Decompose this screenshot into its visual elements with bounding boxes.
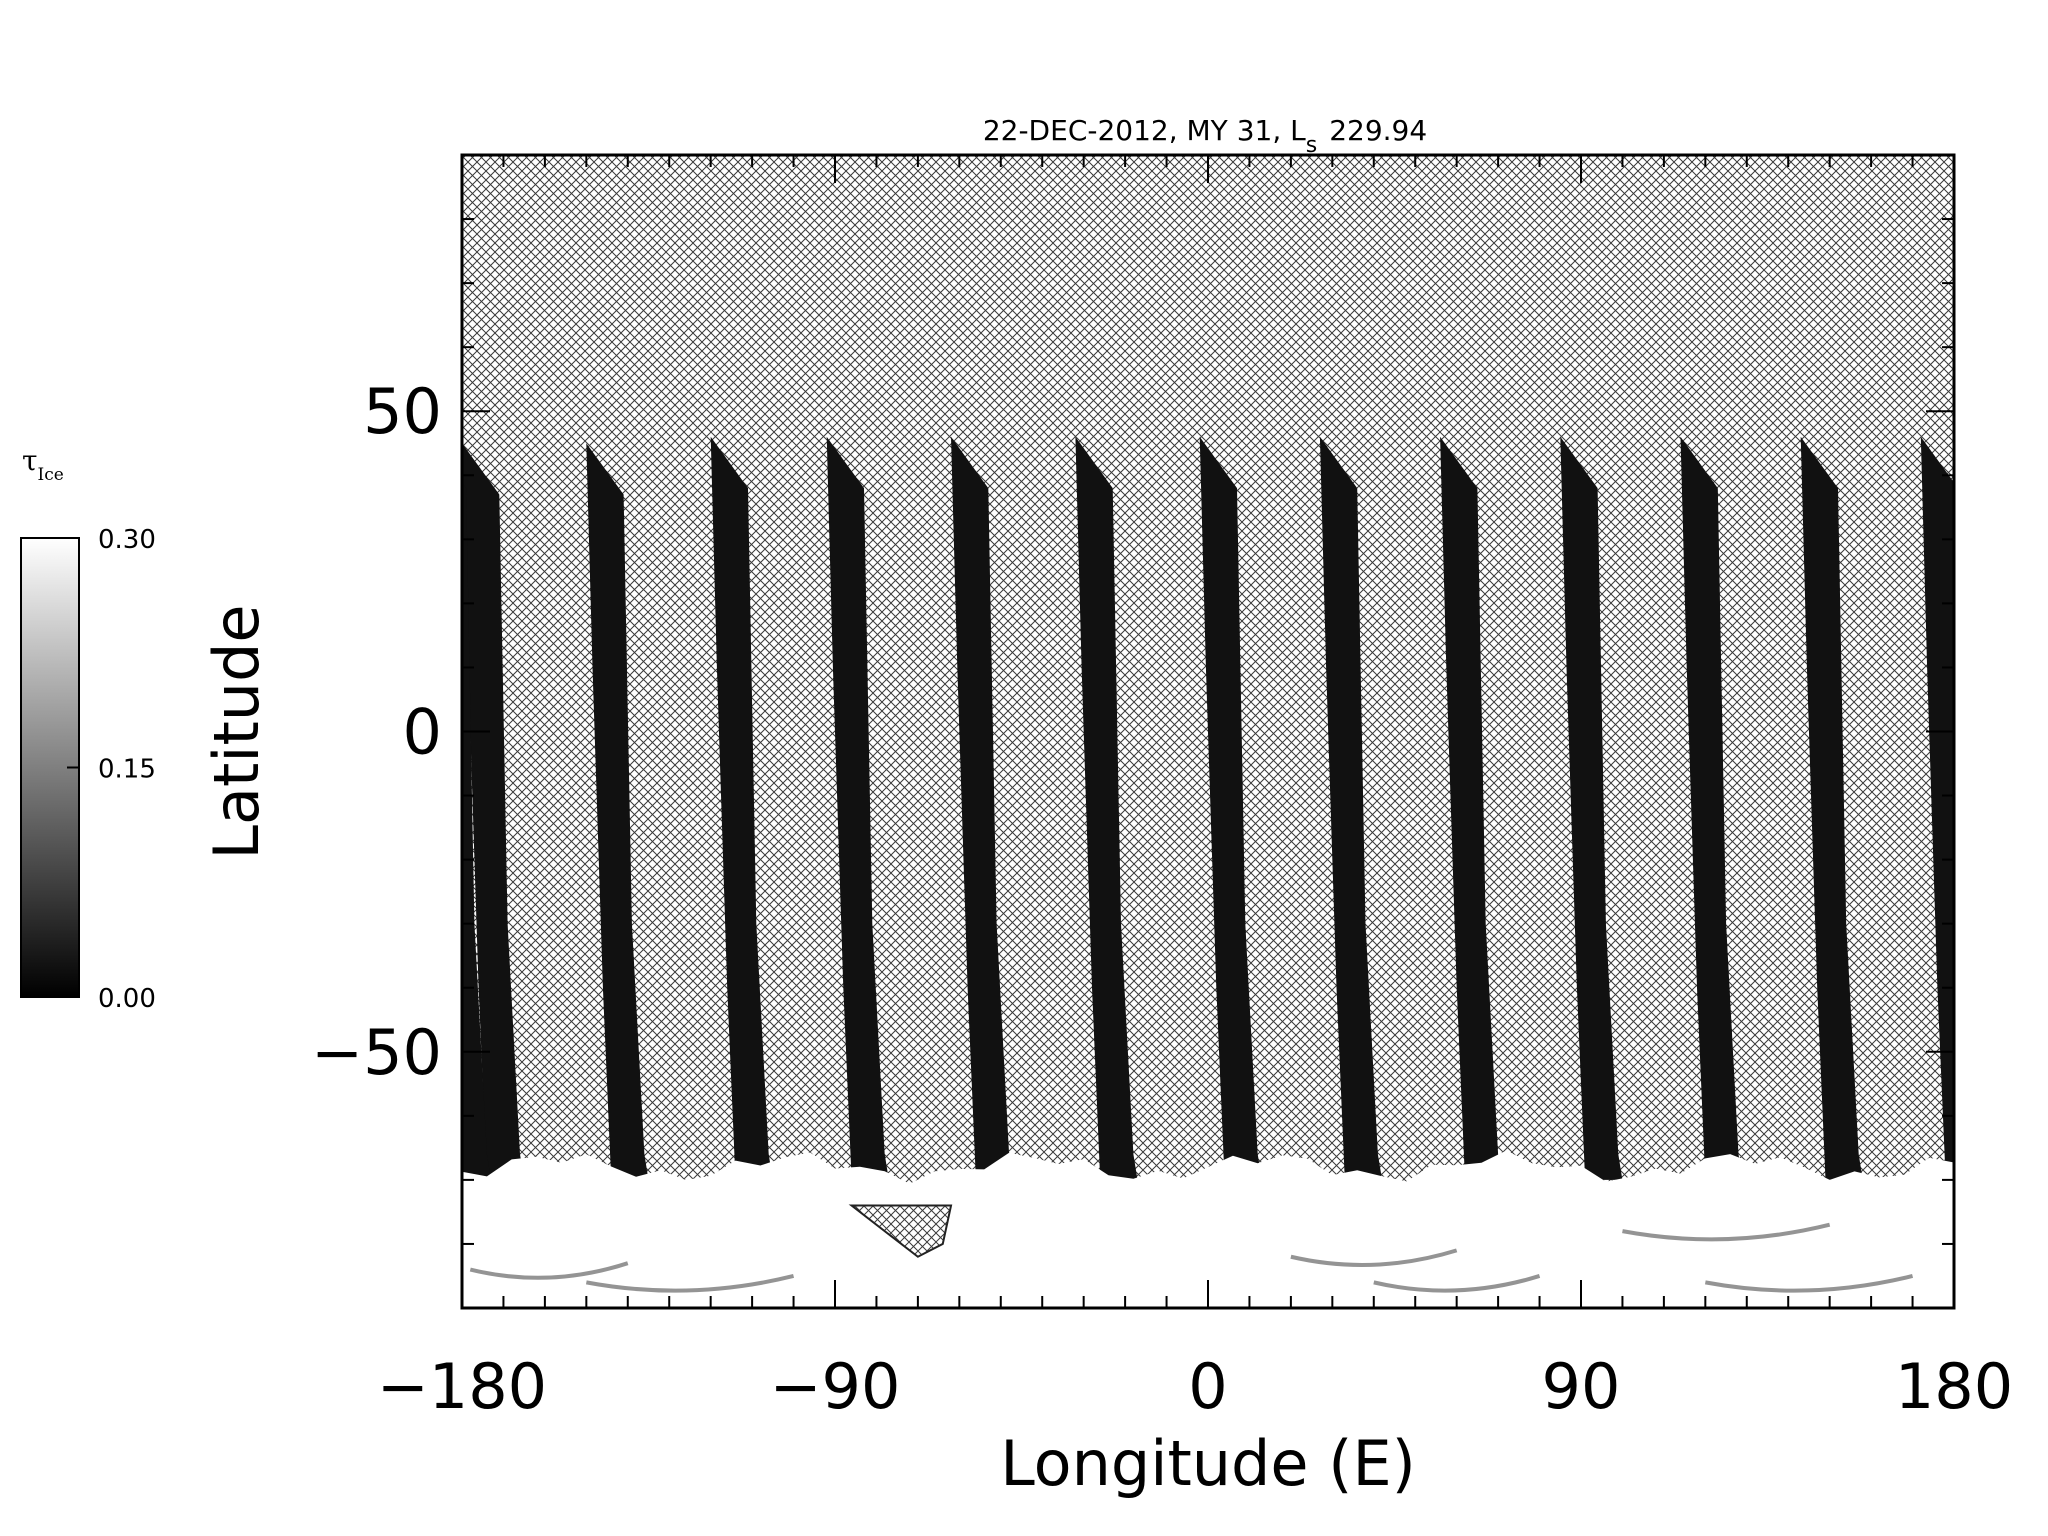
swath-12 <box>1800 436 1863 1180</box>
swath-13-wrap <box>462 482 491 1180</box>
x-tick-label: −180 <box>377 1350 547 1423</box>
colorbar-tick-label: 0.30 <box>98 525 156 555</box>
polar-cap-gap <box>848 1204 953 1258</box>
swath-4 <box>826 436 889 1180</box>
y-tick-label: 50 <box>363 375 442 448</box>
axis-ticks <box>461 154 1955 1309</box>
chart-title: 22-DEC-2012, MY 31, Ls 229.94 <box>983 114 1427 158</box>
y-tick-labels: −50 0 50 <box>311 375 442 1089</box>
title-text: 22-DEC-2012, MY 31, L <box>983 114 1306 147</box>
cap-streak-4 <box>1373 1274 1541 1293</box>
x-tick-label: 180 <box>1895 1350 2013 1423</box>
y-tick-label: −50 <box>311 1016 442 1089</box>
colorbar-tick-label: 0.15 <box>98 755 156 785</box>
cap-streak-6 <box>1704 1274 1914 1293</box>
swath-11 <box>1680 436 1743 1180</box>
swath-2 <box>586 443 649 1180</box>
svg-text:τIce: τIce <box>22 444 64 485</box>
y-tick-label: 0 <box>403 696 442 769</box>
swath-8 <box>1319 436 1383 1180</box>
title-subscript: s <box>1306 133 1317 158</box>
x-tick-labels: −180 −90 0 90 180 <box>377 1350 2013 1423</box>
plot-area <box>462 155 1954 1308</box>
x-tick-label: 0 <box>1188 1350 1227 1423</box>
x-tick-label: −90 <box>770 1350 901 1423</box>
colorbar-ticks: 0.00 0.15 0.30 <box>67 525 156 1014</box>
polar-cap-region <box>462 1150 1954 1308</box>
swath-13 <box>1920 436 1954 1180</box>
cap-streak-3 <box>1290 1248 1458 1267</box>
colorbar-tick-label: 0.00 <box>98 984 156 1014</box>
swath-5 <box>951 436 1014 1180</box>
cap-streak-5 <box>1622 1222 1831 1242</box>
y-axis-label: Latitude <box>200 604 273 859</box>
swath-6 <box>1075 436 1138 1180</box>
colorbar: τIce 0.00 0.15 0.30 <box>20 444 156 1014</box>
swath-1 <box>462 443 525 1180</box>
x-axis-label: Longitude (E) <box>1000 1427 1416 1500</box>
polar-cap-layer <box>462 1150 1954 1308</box>
cap-streak-1 <box>469 1261 629 1280</box>
swath-3 <box>710 436 773 1180</box>
swath-7 <box>1199 436 1262 1180</box>
swath-layer <box>462 436 1954 1180</box>
x-tick-label: 90 <box>1542 1350 1621 1423</box>
colorbar-label: τ <box>22 444 38 477</box>
title-value: 229.94 <box>1329 114 1427 147</box>
cap-streak-2 <box>585 1274 795 1293</box>
colorbar-label-subscript: Ice <box>38 465 64 485</box>
swath-9 <box>1440 436 1503 1180</box>
swath-10 <box>1560 436 1623 1180</box>
